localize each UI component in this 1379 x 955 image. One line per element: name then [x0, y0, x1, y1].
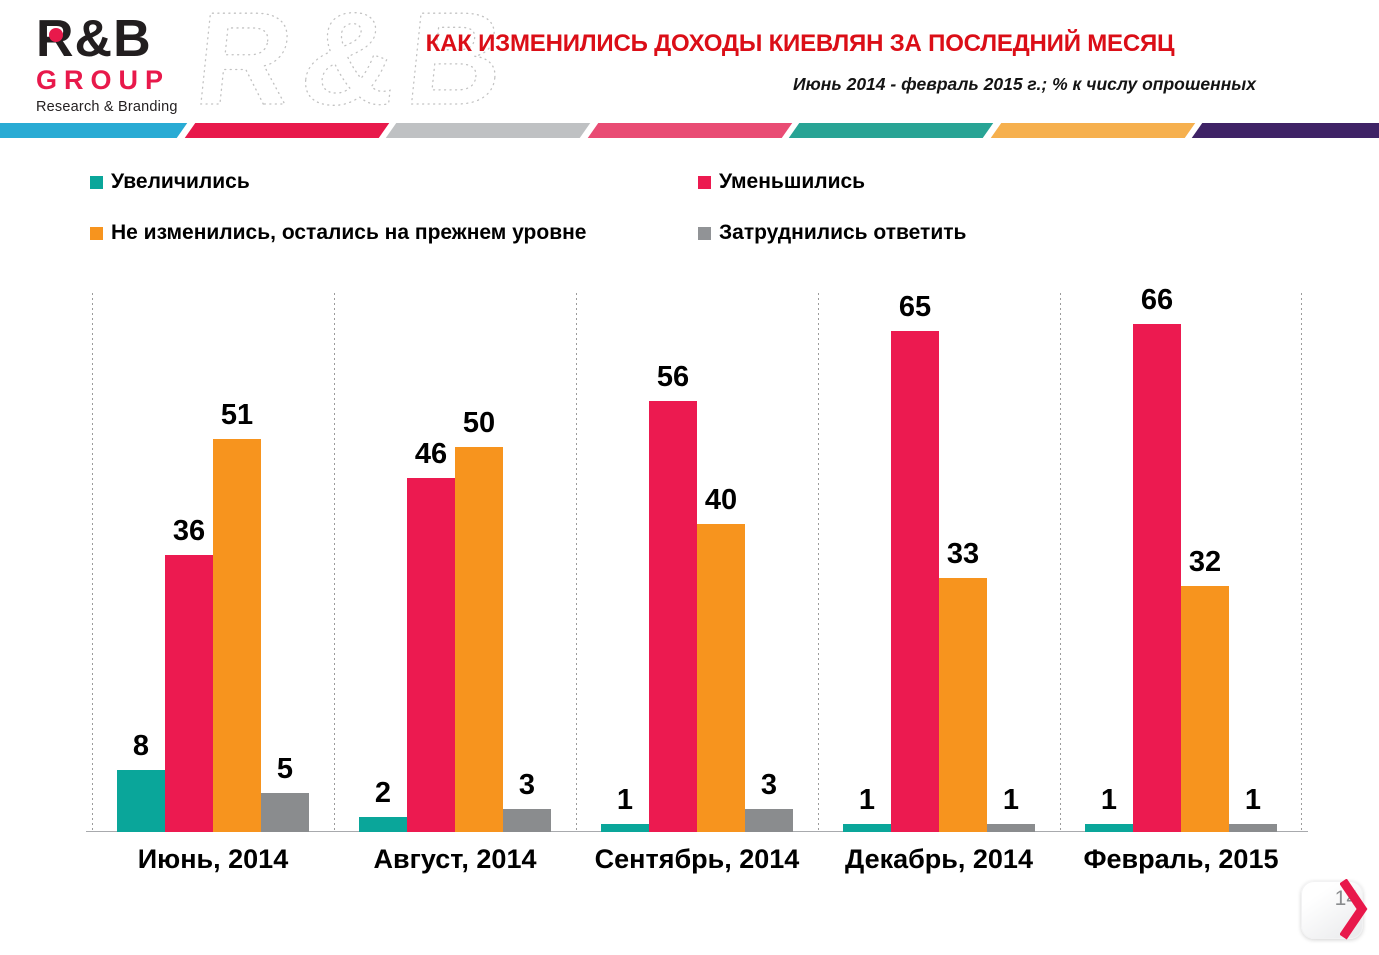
- stripe-segment-5: [789, 123, 994, 138]
- bar-2-group-5: [1133, 324, 1181, 832]
- legend-swatch-decreased: [698, 175, 711, 189]
- x-axis-label-2: Август, 2014: [373, 844, 537, 874]
- bar-1-group-4: [843, 824, 891, 832]
- bar-1-group-1: [117, 770, 165, 832]
- bar-1-group-5: [1085, 824, 1133, 832]
- group-separator-gridline: [818, 293, 819, 832]
- bar-4-group-5: [1229, 824, 1277, 832]
- bar-4-group-4: [987, 824, 1035, 832]
- bar-3-group-4: [939, 578, 987, 832]
- bar-3-group-3: [697, 524, 745, 832]
- bar-value-label: 32: [1188, 546, 1222, 578]
- bar-1-group-3: [601, 824, 649, 832]
- legend-swatch-undecided: [698, 226, 711, 240]
- bar-value-label: 1: [1002, 784, 1020, 816]
- x-axis-label-3: Сентябрь, 2014: [594, 844, 800, 874]
- group-separator-gridline: [334, 293, 335, 832]
- chart-legend: Увеличились Уменьшились Не изменились, о…: [90, 170, 1330, 245]
- group-separator-gridline: [92, 293, 93, 832]
- legend-label: Увеличились: [111, 170, 250, 193]
- legend-item-undecided: Затруднились ответить: [698, 221, 1330, 245]
- legend-swatch-increased: [90, 175, 103, 189]
- group-separator-gridline: [1060, 293, 1061, 832]
- bar-chart-plot: 8 36 51 5 2 46 50 3 1 56 40 3 1 65 33 1 1 66 32 1: [86, 284, 1308, 832]
- bar-value-label: 1: [1100, 784, 1118, 816]
- bar-value-label: 40: [704, 484, 738, 516]
- slide-subtitle: Июнь 2014 - февраль 2015 г.; % к числу о…: [793, 74, 1256, 94]
- bar-3-group-2: [455, 447, 503, 832]
- stripe-segment-6: [990, 123, 1195, 138]
- stripe-segment-3: [385, 123, 590, 138]
- x-axis-label-4: Декабрь, 2014: [845, 844, 1033, 874]
- bar-value-label: 3: [518, 769, 536, 801]
- x-axis-label-5: Февраль, 2015: [1083, 844, 1279, 874]
- legend-label: Не изменились, остались на прежнем уровн…: [111, 221, 587, 244]
- bar-value-label: 33: [946, 538, 980, 570]
- logo-red-dot-icon: [49, 28, 63, 42]
- bar-4-group-2: [503, 809, 551, 832]
- x-axis-labels: Июнь, 2014 Август, 2014 Сентябрь, 2014 Дека…: [92, 844, 1302, 880]
- bar-2-group-3: [649, 401, 697, 832]
- bar-value-label: 36: [172, 515, 206, 547]
- stripe-segment-2: [184, 123, 389, 138]
- bar-4-group-3: [745, 809, 793, 832]
- bar-value-label: 51: [220, 399, 254, 431]
- bar-value-label: 3: [760, 769, 778, 801]
- group-separator-gridline: [1301, 293, 1302, 832]
- bar-1-group-2: [359, 817, 407, 832]
- group-separator-gridline: [576, 293, 577, 832]
- stripe-segment-4: [587, 123, 792, 138]
- bar-value-label: 2: [374, 777, 392, 809]
- next-chevron-icon: [1340, 879, 1368, 940]
- bar-value-label: 8: [132, 730, 150, 762]
- logo-brand: R&B: [36, 13, 206, 65]
- legend-item-unchanged: Не изменились, остались на прежнем уровн…: [90, 221, 698, 245]
- legend-label: Уменьшились: [719, 170, 866, 193]
- bar-value-label: 1: [1244, 784, 1262, 816]
- stripe-segment-1: [0, 123, 187, 138]
- rb-group-logo: R&B GROUP Research & Branding: [36, 13, 206, 115]
- x-axis-label-1: Июнь, 2014: [137, 844, 289, 874]
- bar-2-group-2: [407, 478, 455, 832]
- bar-value-label: 56: [656, 361, 690, 393]
- legend-label: Затруднились ответить: [719, 221, 967, 244]
- bar-3-group-1: [213, 439, 261, 832]
- header-titles: КАК ИЗМЕНИЛИСЬ ДОХОДЫ КИЕВЛЯН ЗА ПОСЛЕДН…: [340, 30, 1260, 95]
- bar-value-label: 50: [462, 407, 496, 439]
- logo-group-text: GROUP: [36, 64, 171, 95]
- page-badge: 14: [1301, 879, 1368, 940]
- bar-4-group-1: [261, 793, 309, 832]
- stripe-segment-7: [1192, 123, 1379, 138]
- bar-value-label: 5: [276, 753, 294, 785]
- logo-tagline: Research & Branding: [36, 98, 178, 115]
- bar-value-label: 66: [1140, 284, 1174, 316]
- bar-2-group-4: [891, 331, 939, 832]
- legend-item-increased: Увеличились: [90, 170, 698, 194]
- bar-value-label: 1: [616, 784, 634, 816]
- slide-title: КАК ИЗМЕНИЛИСЬ ДОХОДЫ КИЕВЛЯН ЗА ПОСЛЕДН…: [425, 30, 1175, 57]
- decorative-stripe: [0, 123, 1379, 138]
- bar-value-label: 1: [858, 784, 876, 816]
- legend-item-decreased: Уменьшились: [698, 170, 1330, 194]
- legend-swatch-unchanged: [90, 226, 103, 240]
- bar-value-label: 65: [898, 291, 932, 323]
- bar-3-group-5: [1181, 586, 1229, 832]
- bar-value-label: 46: [414, 438, 448, 470]
- bar-2-group-1: [165, 555, 213, 832]
